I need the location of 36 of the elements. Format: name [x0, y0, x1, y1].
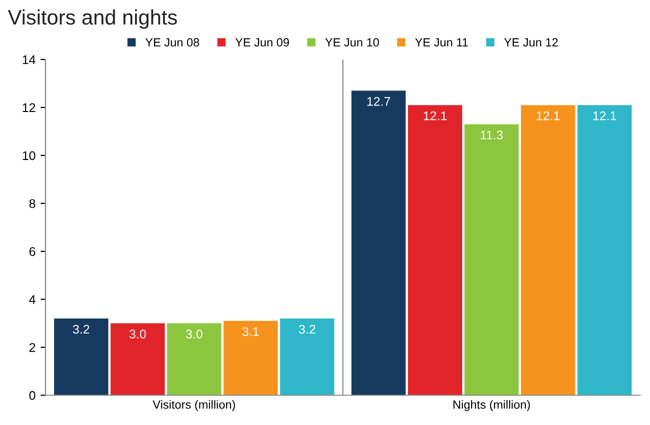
bar: [351, 90, 406, 396]
bar: [110, 323, 165, 396]
data-label: 3.1: [242, 327, 259, 336]
y-tick-label: 8: [29, 199, 36, 208]
legend-label: YE Jun 09: [235, 38, 289, 47]
data-label: 11.3: [480, 130, 503, 140]
x-tick-label: Nights (million): [454, 400, 530, 412]
data-label: 3.0: [186, 330, 202, 338]
chart-title: Visitors and nights: [8, 9, 177, 29]
bar: [54, 318, 108, 396]
data-label: 12.1: [424, 111, 447, 120]
y-tick-label: 10: [22, 151, 36, 160]
bar: [280, 318, 334, 396]
data-label: 12.7: [367, 97, 390, 106]
x-tick-label: Visitors (million): [152, 400, 236, 412]
data-label: 12.1: [536, 111, 560, 120]
bar: [577, 105, 632, 396]
legend-label: YE Jun 12: [504, 38, 558, 47]
legend-label: YE Jun 11: [415, 38, 468, 47]
bar: [224, 320, 278, 396]
data-label: 3.2: [72, 324, 90, 334]
y-tick-label: 0: [29, 391, 36, 400]
legend-label: YE Jun 10: [325, 38, 379, 47]
y-tick-label: 14: [22, 55, 36, 64]
bar: [167, 323, 222, 396]
legend-label: YE Jun 08: [145, 38, 200, 47]
y-tick-label: 12: [22, 103, 36, 112]
y-tick-label: 6: [29, 247, 36, 256]
data-label: 3.2: [298, 324, 316, 334]
y-tick-label: 2: [29, 343, 36, 352]
bar: [520, 105, 576, 396]
y-tick-label: 4: [29, 295, 36, 304]
bar: [408, 105, 462, 396]
bar: [464, 124, 519, 396]
data-label: 12.1: [593, 111, 616, 120]
data-label: 3.0: [129, 330, 146, 338]
